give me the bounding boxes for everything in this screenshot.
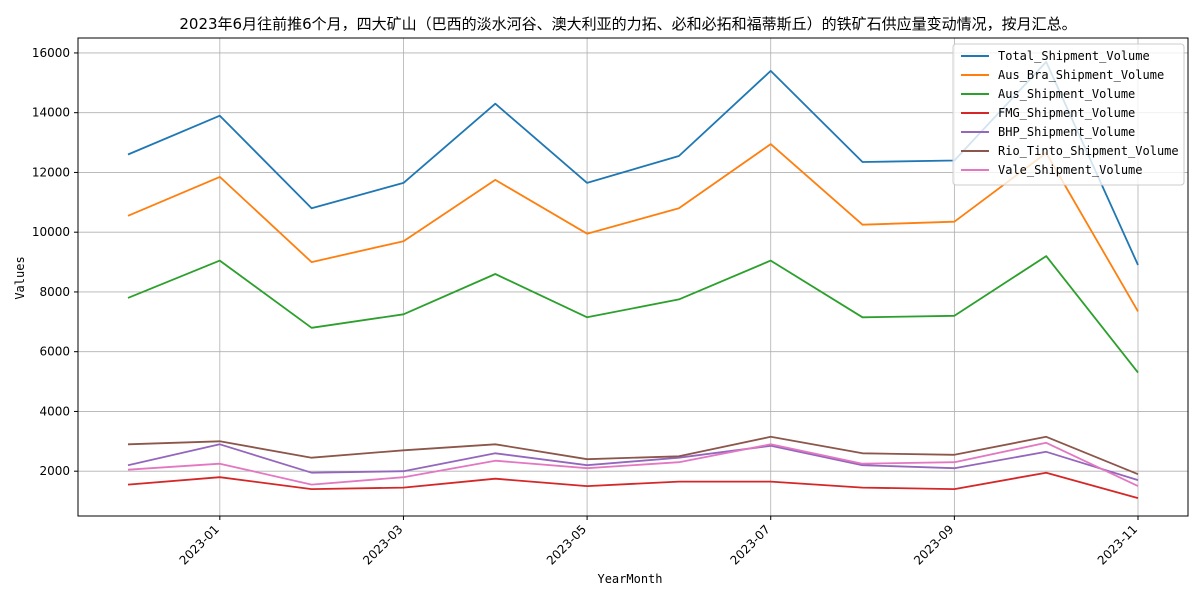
legend-box bbox=[952, 43, 1185, 186]
legend-label: Total_Shipment_Volume bbox=[998, 49, 1150, 63]
plot-area-frame bbox=[77, 37, 1189, 517]
legend-label: Aus_Shipment_Volume bbox=[998, 87, 1135, 101]
chart-title: 2023年6月往前推6个月，四大矿山（巴西的淡水河谷、澳大利亚的力拓、必和必拓和… bbox=[179, 15, 1076, 33]
y-tick-label: 16000 bbox=[32, 46, 70, 60]
series-line-aus-bra-shipment-volume bbox=[127, 143, 1139, 312]
series-line-aus-shipment-volume bbox=[127, 255, 1139, 374]
series-line-rio-tinto-shipment-volume bbox=[127, 435, 1139, 476]
y-tick-label: 4000 bbox=[39, 404, 70, 418]
y-tick-label: 12000 bbox=[32, 165, 70, 179]
legend-label: Aus_Bra_Shipment_Volume bbox=[998, 68, 1164, 82]
x-tick-label: 2023-03 bbox=[360, 522, 405, 567]
x-axis-label: YearMonth bbox=[597, 572, 662, 586]
y-axis-label: Values bbox=[13, 256, 27, 299]
legend-label: Vale_Shipment_Volume bbox=[998, 163, 1143, 177]
series-line-bhp-shipment-volume bbox=[127, 443, 1139, 481]
y-tick-label: 8000 bbox=[39, 285, 70, 299]
y-tick-label: 14000 bbox=[32, 106, 70, 120]
legend-label: BHP_Shipment_Volume bbox=[998, 125, 1135, 139]
x-tick-label: 2023-07 bbox=[727, 522, 772, 567]
x-tick-label: 2023-05 bbox=[544, 522, 589, 567]
series-line-vale-shipment-volume bbox=[127, 441, 1139, 487]
y-tick-label: 10000 bbox=[32, 225, 70, 239]
legend: Total_Shipment_Volume Aus_Bra_Shipment_Vo… bbox=[952, 43, 1185, 186]
x-tick-label: 2023-11 bbox=[1095, 522, 1140, 567]
grid bbox=[78, 38, 1188, 516]
legend-label: Rio_Tinto_Shipment_Volume bbox=[998, 144, 1179, 158]
y-tick-label: 6000 bbox=[39, 345, 70, 359]
x-tick-label: 2023-09 bbox=[911, 522, 956, 567]
y-tick-label: 2000 bbox=[39, 464, 70, 478]
legend-label: FMG_Shipment_Volume bbox=[998, 106, 1135, 120]
x-tick-label: 2023-01 bbox=[177, 522, 222, 567]
series-line-fmg-shipment-volume bbox=[127, 471, 1139, 499]
